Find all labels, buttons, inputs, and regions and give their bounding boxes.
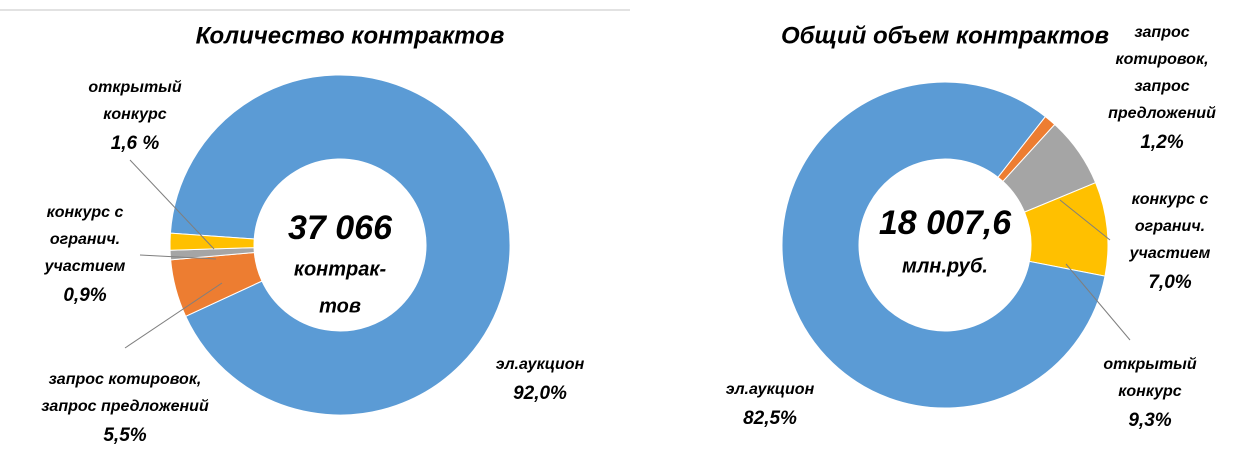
segment-value-label: 5,5% xyxy=(103,425,146,446)
segment-label: запрос котировок, xyxy=(49,371,202,388)
segment-label: эл.аукцион xyxy=(496,356,585,373)
leader-line xyxy=(1065,263,1131,341)
segment-label: конкурс xyxy=(103,106,167,123)
segment-label: эл.аукцион xyxy=(726,381,815,398)
center-text: 37 066 xyxy=(288,209,393,247)
segment-label: огранич. xyxy=(50,231,120,248)
leader-line xyxy=(124,282,223,349)
segment-label: котировок, xyxy=(1115,51,1208,68)
segment-label: конкурс с xyxy=(1132,191,1209,208)
leader-line xyxy=(129,159,215,250)
segment-value-label: 1,2% xyxy=(1140,132,1183,153)
chart-title: Общий объем контрактов xyxy=(781,22,1109,49)
leader-line xyxy=(139,254,217,260)
donut-segment xyxy=(169,232,255,251)
center-text: тов xyxy=(319,295,361,317)
segment-value-label: 82,5% xyxy=(743,408,797,429)
segment-label: предложений xyxy=(1108,105,1216,122)
segment-label: открытый xyxy=(1103,356,1196,373)
center-text: контрак- xyxy=(294,258,387,280)
leader-line xyxy=(1059,199,1111,241)
segment-value-label: 7,0% xyxy=(1148,272,1191,293)
segment-label: участием xyxy=(1129,245,1211,262)
chart-title: Количество контрактов xyxy=(196,22,505,49)
segment-value-label: 92,0% xyxy=(513,383,567,404)
center-text: 18 007,6 xyxy=(879,204,1012,242)
segment-label: запрос xyxy=(1134,78,1189,95)
segment-label: участием xyxy=(44,258,126,275)
segment-label: конкурс xyxy=(1118,383,1182,400)
segment-label: огранич. xyxy=(1135,218,1205,235)
donut-segment xyxy=(169,74,511,416)
segment-label: конкурс с xyxy=(47,204,124,221)
donut-segment xyxy=(781,81,1106,409)
segment-label: открытый xyxy=(88,79,181,96)
segment-value-label: 9,3% xyxy=(1128,410,1171,431)
segment-label: запрос предложений xyxy=(41,398,209,415)
segment-label: запрос xyxy=(1134,24,1189,41)
center-text: млн.руб. xyxy=(902,255,988,277)
segment-value-label: 0,9% xyxy=(63,285,106,306)
segment-value-label: 1,6 % xyxy=(111,133,160,154)
